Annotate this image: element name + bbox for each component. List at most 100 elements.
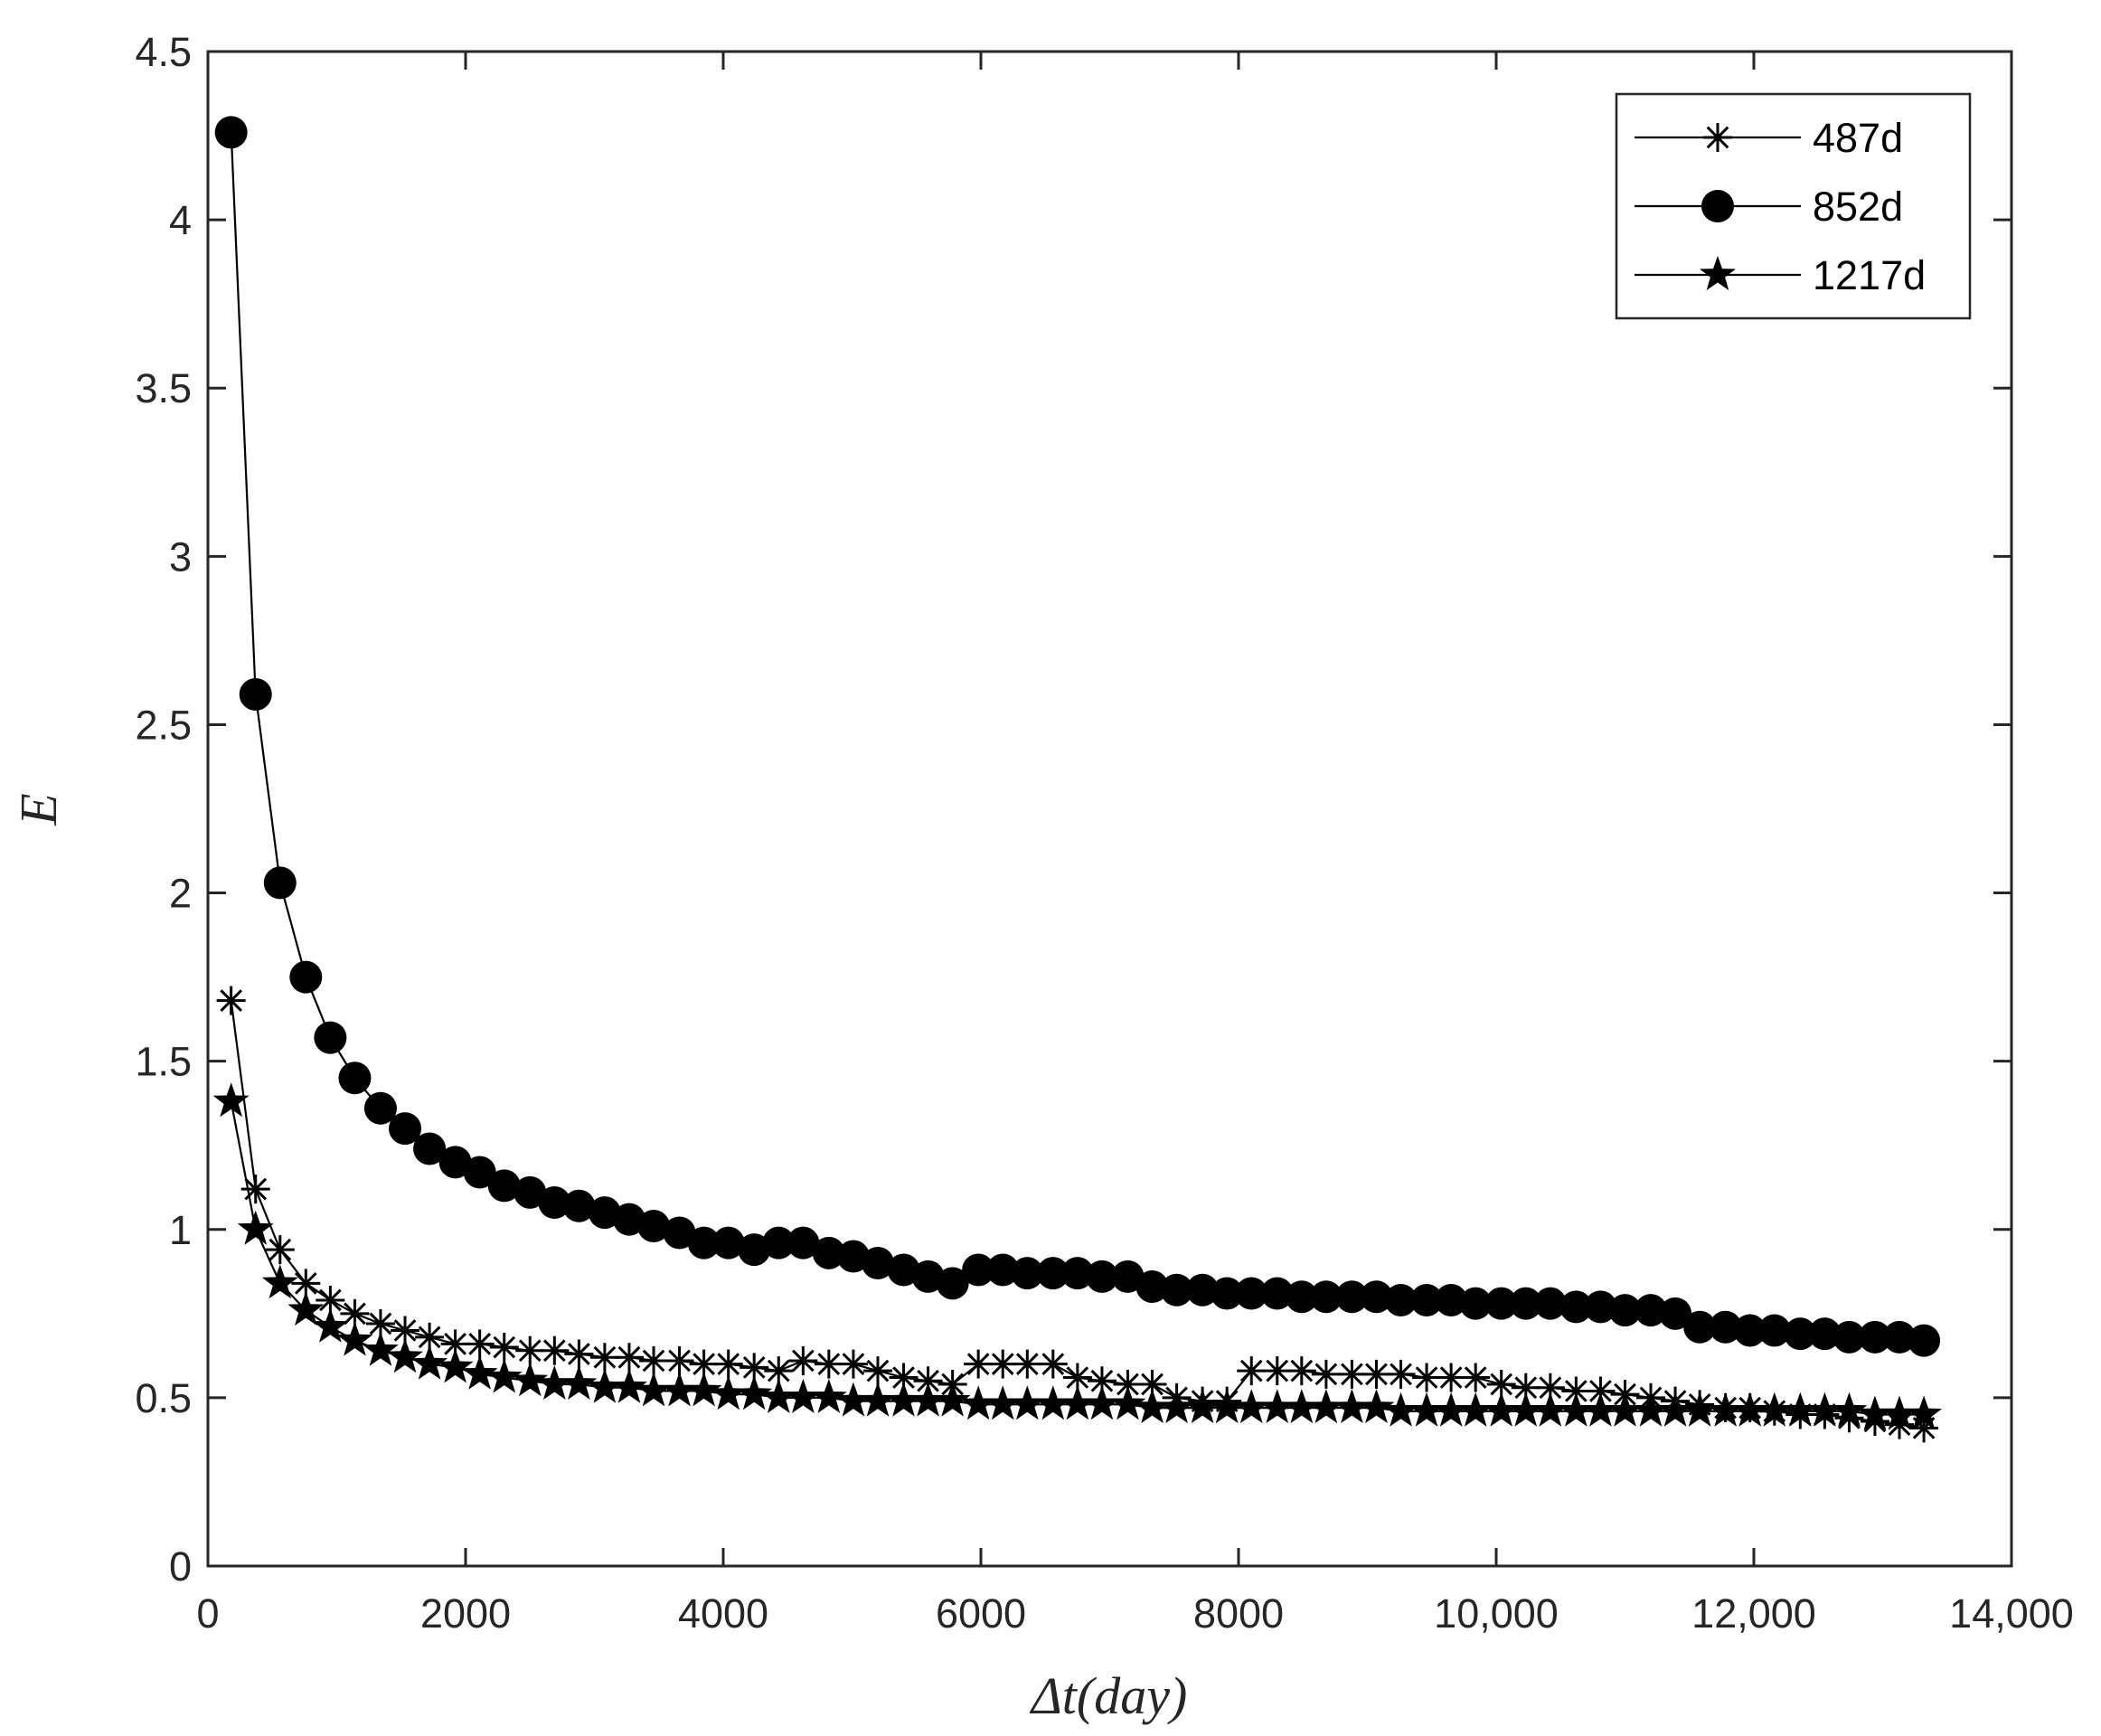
data-point-852d [1784, 1317, 1817, 1351]
legend-label: 487d [1813, 115, 1903, 161]
data-point-1217d [1258, 1389, 1295, 1423]
data-point-852d [1757, 1314, 1791, 1347]
data-point-487d [1337, 1359, 1367, 1389]
x-tick-label: 14,000 [1949, 1590, 2074, 1637]
data-point-487d [913, 1366, 943, 1396]
data-point-1217d [212, 1082, 250, 1118]
data-point-1217d [985, 1385, 1022, 1420]
y-tick-label: 3.5 [135, 365, 192, 411]
data-point-487d [1237, 1356, 1267, 1386]
y-tick-label: 1.5 [135, 1039, 192, 1085]
data-point-487d [291, 1269, 321, 1298]
data-point-487d [664, 1345, 694, 1375]
legend-item-487d: 487d [1635, 115, 1903, 161]
y-tick-label: 1 [169, 1207, 192, 1253]
data-point-487d [216, 986, 246, 1015]
data-point-1217d [1158, 1389, 1195, 1423]
x-axis: 0 2000 4000 6000 8000 10,000 12,000 14,000 [196, 52, 2074, 1637]
data-point-1217d [860, 1382, 896, 1417]
data-point-487d [240, 1175, 270, 1204]
data-point-852d [1733, 1314, 1767, 1347]
data-point-487d [639, 1345, 669, 1375]
data-point-1217d [1333, 1389, 1371, 1423]
data-point-852d [1709, 1310, 1742, 1344]
data-point-487d [1885, 1410, 1915, 1439]
data-point-852d [588, 1196, 621, 1230]
data-point-487d [489, 1333, 519, 1363]
y-tick-label: 4.5 [135, 29, 192, 75]
data-point-1217d [336, 1321, 373, 1356]
data-point-1217d [536, 1365, 573, 1400]
data-point-852d [1635, 1294, 1667, 1327]
legend-label: 1217d [1813, 252, 1926, 298]
legend-marker-852d [1701, 190, 1734, 222]
data-point-852d [1036, 1257, 1069, 1290]
data-point-1217d [387, 1338, 423, 1373]
data-point-1217d [1209, 1389, 1246, 1423]
data-point-1217d [363, 1331, 399, 1366]
data-point-852d [1011, 1257, 1044, 1290]
y-tick-label: 3 [169, 533, 192, 580]
data-point-1217d [810, 1378, 847, 1413]
data-point-852d [1559, 1290, 1593, 1324]
data-point-1217d [1233, 1389, 1270, 1423]
x-tick-label: 0 [196, 1590, 219, 1637]
data-point-487d [1412, 1363, 1442, 1392]
data-point-487d [1286, 1356, 1316, 1386]
data-point-1217d [736, 1375, 773, 1410]
data-point-852d [463, 1156, 496, 1189]
data-point-487d [1535, 1373, 1565, 1402]
data-point-1217d [437, 1348, 474, 1383]
data-point-487d [589, 1343, 619, 1373]
data-point-487d [1087, 1366, 1116, 1396]
data-point-1217d [1606, 1392, 1644, 1427]
data-point-852d [1135, 1270, 1169, 1304]
data-point-1217d [485, 1358, 523, 1393]
data-point-852d [538, 1186, 571, 1219]
data-point-852d [1260, 1277, 1294, 1310]
data-point-1217d [1782, 1392, 1819, 1427]
data-point-852d [1459, 1287, 1493, 1320]
data-point-1217d [1682, 1392, 1719, 1427]
data-point-852d [1235, 1277, 1268, 1310]
data-point-487d [1437, 1363, 1466, 1392]
y-tick-label: 2 [169, 871, 192, 917]
data-point-487d [1361, 1359, 1391, 1389]
data-point-852d [438, 1146, 472, 1179]
data-point-487d [1113, 1370, 1143, 1399]
data-point-487d [614, 1343, 644, 1373]
data-point-487d [1137, 1370, 1167, 1399]
data-point-1217d [1707, 1392, 1744, 1427]
data-point-487d [863, 1356, 892, 1386]
data-point-852d [1384, 1283, 1418, 1316]
data-point-1217d [312, 1307, 349, 1343]
series-layer [212, 116, 1943, 1443]
data-point-852d [1484, 1287, 1518, 1320]
data-point-487d [1038, 1349, 1068, 1379]
data-point-852d [389, 1112, 422, 1146]
data-point-852d [1435, 1283, 1468, 1316]
data-point-852d [986, 1253, 1020, 1287]
data-point-1217d [1457, 1392, 1494, 1427]
x-tick-label: 8000 [1193, 1590, 1284, 1637]
data-point-852d [1683, 1310, 1717, 1344]
data-point-1217d [1184, 1389, 1221, 1423]
data-point-1217d [512, 1362, 549, 1397]
y-tick-label: 0 [169, 1543, 192, 1590]
data-point-1217d [1857, 1395, 1893, 1430]
x-tick-label: 6000 [936, 1590, 1026, 1637]
data-point-1217d [760, 1378, 797, 1413]
data-point-852d [787, 1226, 820, 1260]
data-point-852d [762, 1226, 796, 1260]
legend-item-852d: 852d [1635, 184, 1903, 230]
data-point-1217d [1059, 1385, 1096, 1420]
y-axis: 0 0.5 1 1.5 2 2.5 3 3.5 4 4.5 [135, 29, 2011, 1590]
data-point-852d [1186, 1273, 1220, 1307]
data-point-852d [1608, 1294, 1642, 1327]
data-point-852d [1285, 1280, 1318, 1314]
legend-item-1217d: 1217d [1635, 252, 1926, 298]
data-point-852d [263, 866, 297, 900]
data-point-852d [911, 1260, 945, 1293]
series-1217d [212, 1082, 1943, 1430]
